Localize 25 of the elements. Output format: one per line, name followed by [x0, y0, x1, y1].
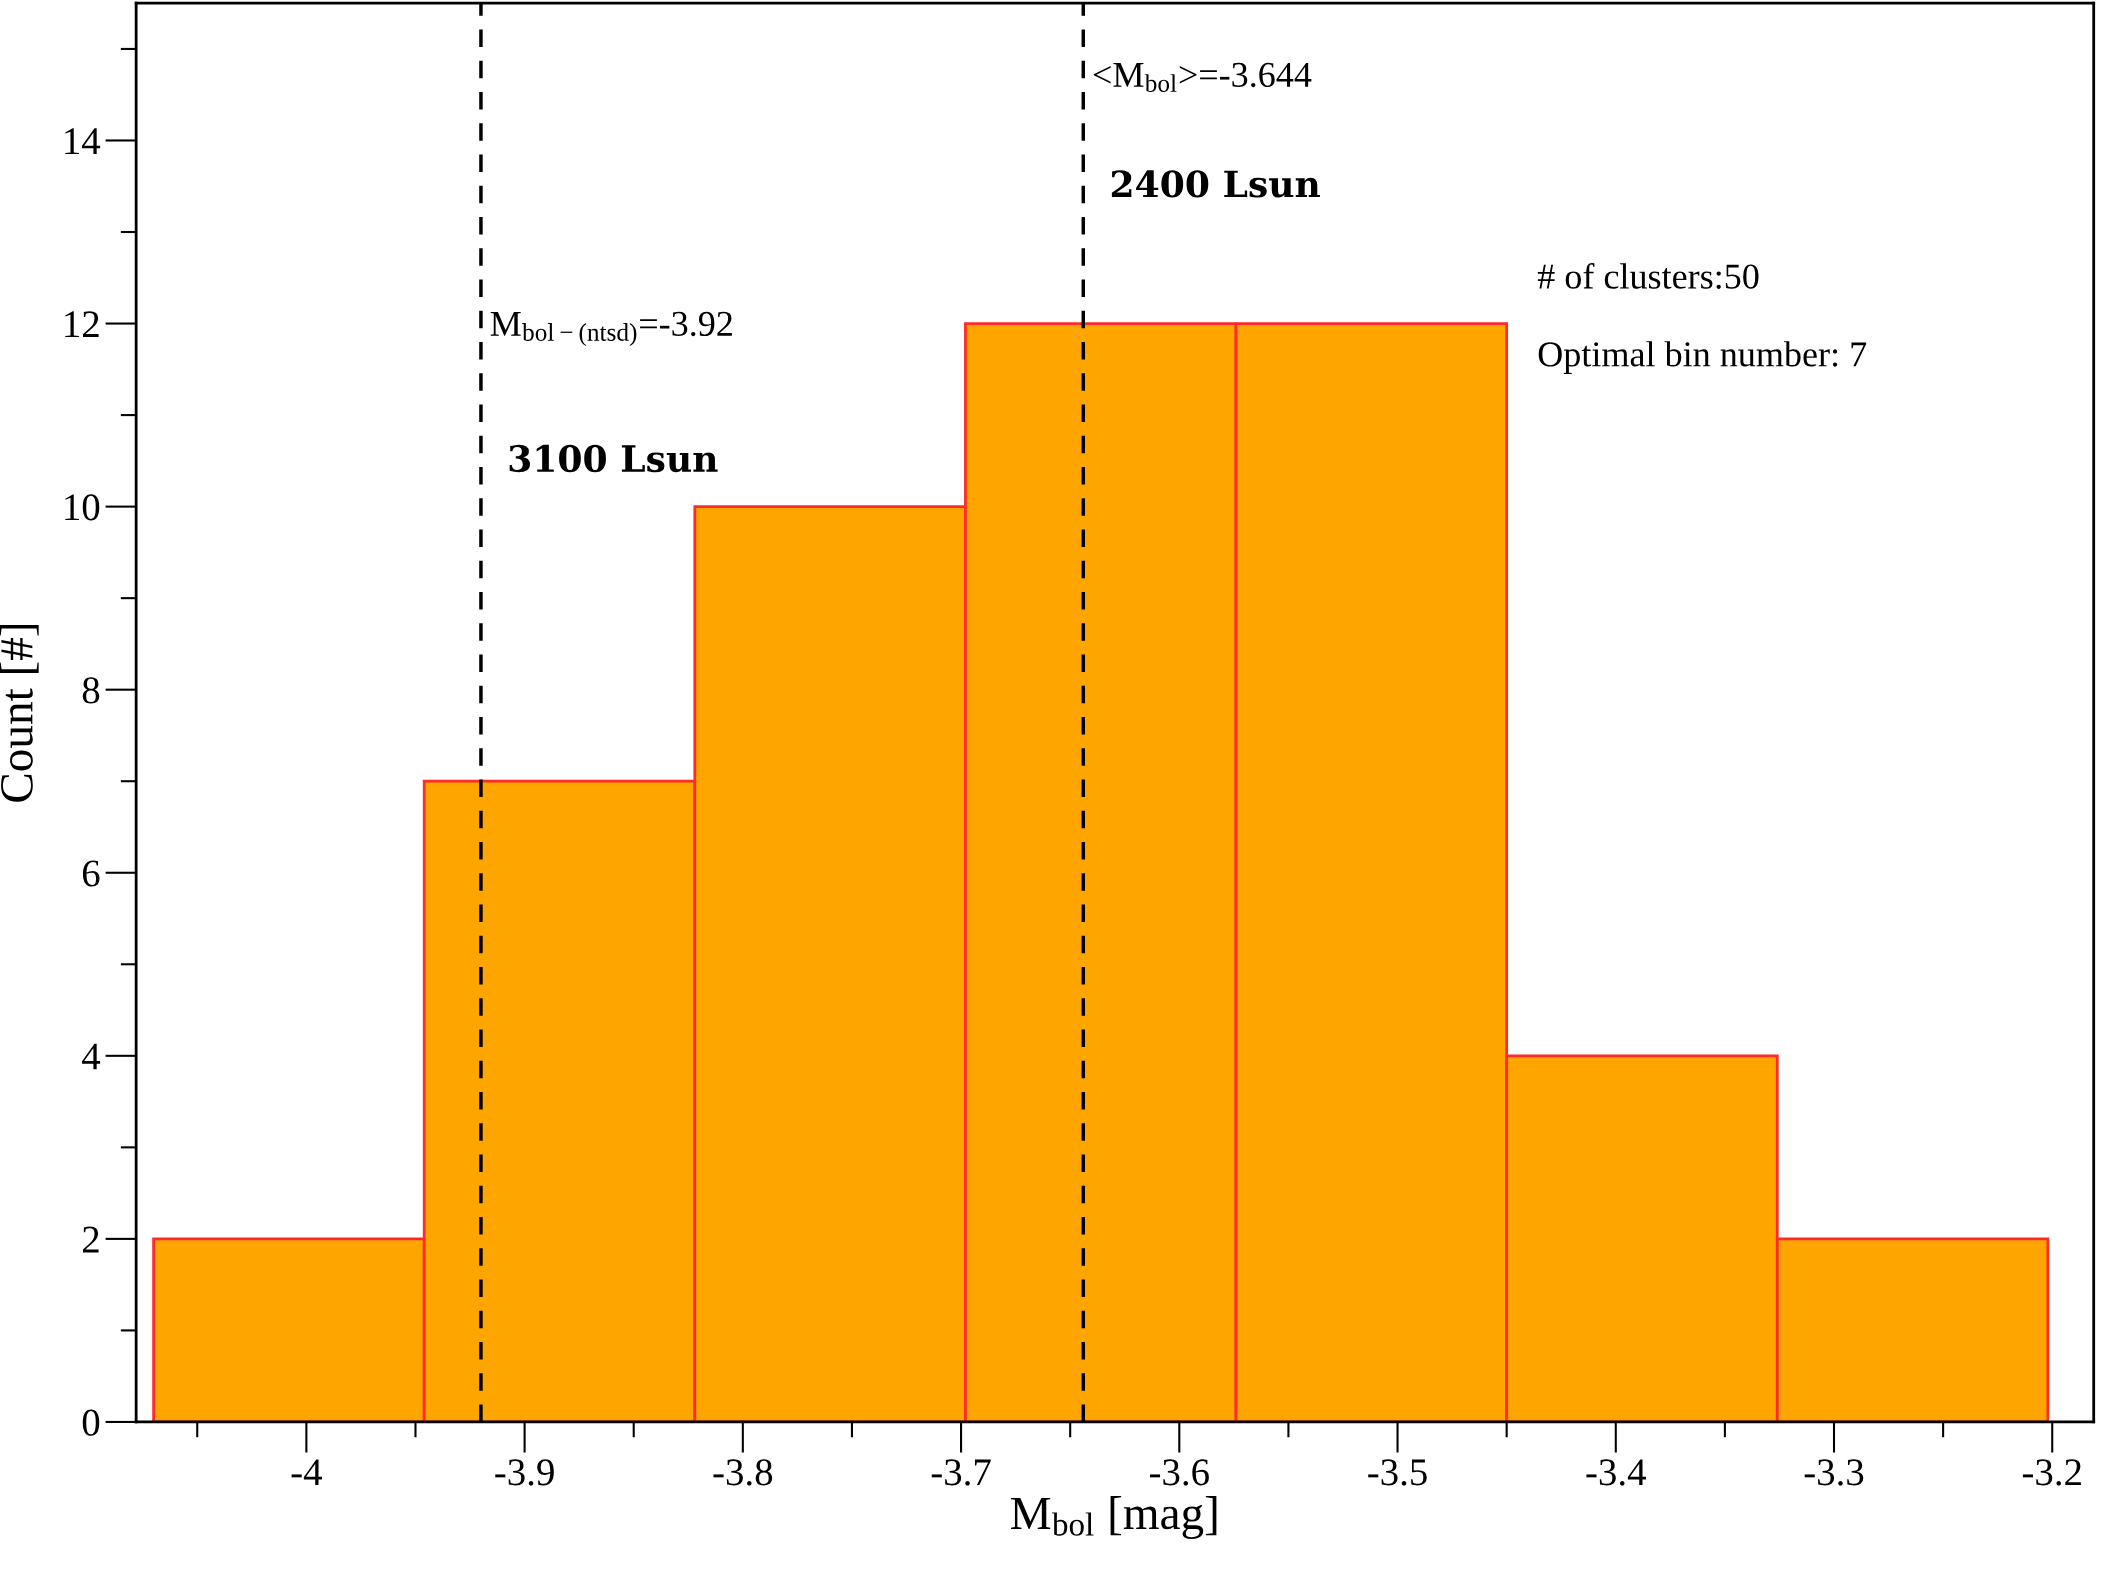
x-tick-label: -3.8: [713, 1459, 773, 1486]
x-tick-label: -3.5: [1368, 1459, 1427, 1486]
y-tick-label: 12: [65, 311, 99, 338]
x-axis-title: M$_{bol}$ [mag]: [1010, 1496, 1217, 1540]
annotation: 3100 Lsun: [509, 444, 718, 473]
y-tick-label: 4: [82, 1043, 101, 1070]
annotation: Optimal bin number: 7: [1538, 341, 1867, 374]
x-tick-label: -3.7: [931, 1459, 991, 1486]
annotation: 2400 Lsun: [1111, 170, 1320, 198]
y-tick-label: 2: [82, 1226, 99, 1253]
y-tick-label: 8: [82, 677, 100, 704]
x-tick-label: -3.9: [495, 1459, 554, 1486]
y-axis-title: Count [#]: [0, 624, 39, 802]
x-tick-label: -4: [291, 1459, 322, 1486]
annotation: # of clusters:50: [1537, 262, 1759, 289]
ref-line-label: <M$_{bol}$>=-3.644: [1093, 62, 1312, 92]
y-tick-label: 14: [65, 128, 101, 154]
y-tick-label: 0: [82, 1409, 100, 1436]
x-tick-label: -3.2: [2022, 1459, 2081, 1486]
ref-line-label: M$_{bol−(ntsd)}$=-3.92: [490, 311, 732, 347]
x-tick-label: -3.3: [1804, 1459, 1864, 1486]
x-tick-label: -3.6: [1149, 1459, 1209, 1486]
x-tick-label: -3.4: [1586, 1459, 1646, 1486]
y-tick-label: 10: [65, 494, 100, 521]
y-tick-label: 6: [82, 860, 100, 887]
